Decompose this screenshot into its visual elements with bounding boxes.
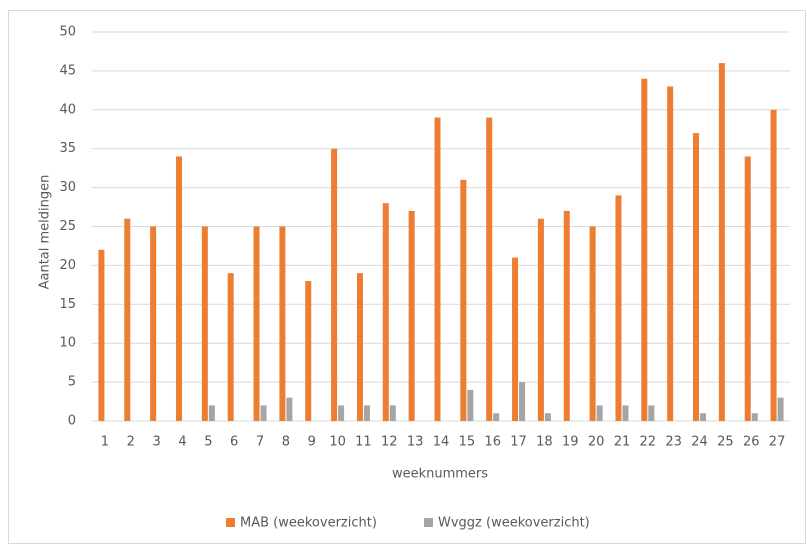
x-tick-label: 19 [562,435,579,450]
legend-swatch [226,518,235,527]
x-tick-label: 7 [256,435,264,450]
bar [331,148,338,421]
bar [150,226,157,421]
bar [519,382,526,421]
x-tick-label: 15 [459,435,476,450]
bar [622,405,629,421]
y-tick-label: 25 [59,219,76,234]
x-tick-label: 21 [614,435,631,450]
y-tick-label: 35 [59,141,76,156]
bar [693,133,700,421]
bar [486,117,493,421]
x-tick-label: 6 [230,435,238,450]
x-tick-label: 13 [407,435,424,450]
bar [389,405,396,421]
bar [589,226,596,421]
bar [305,280,312,421]
x-tick-label: 18 [536,435,553,450]
y-tick-label: 5 [68,375,76,390]
bar [718,63,725,422]
legend-label: MAB (weekoverzicht) [240,516,377,531]
bar [227,273,234,421]
x-tick-label: 14 [433,435,450,450]
bar [175,156,182,422]
bar [615,195,622,421]
bar [124,218,131,421]
y-tick-label: 0 [68,414,76,429]
bar [700,413,707,421]
bar [667,86,674,422]
y-tick-label: 45 [59,63,76,78]
x-tick-label: 22 [640,435,657,450]
x-tick-label: 16 [484,435,501,450]
bar [279,226,286,421]
bar [537,218,544,421]
y-tick-label: 15 [59,297,76,312]
bar [744,156,751,422]
bar [648,405,655,421]
bar [208,405,215,421]
bar [544,413,551,421]
x-tick-label: 3 [152,435,160,450]
x-tick-label: 17 [510,435,527,450]
x-axis-title: weeknummers [392,467,488,482]
bar [563,210,570,421]
bar [770,109,777,422]
bar [253,226,260,421]
x-tick-label: 10 [329,435,346,450]
x-tick-label: 24 [691,435,708,450]
bar [641,78,648,422]
x-tick-label: 26 [743,435,760,450]
bar [363,405,370,421]
bar [201,226,208,421]
bar [408,210,415,421]
bar [777,397,784,421]
x-tick-label: 23 [665,435,682,450]
y-tick-label: 50 [59,25,76,40]
x-tick-label: 1 [101,435,109,450]
y-tick-label: 30 [59,180,76,195]
x-tick-label: 11 [355,435,372,450]
bar [286,397,293,421]
x-tick-label: 2 [127,435,135,450]
bar [434,117,441,421]
x-tick-label: 12 [381,435,398,450]
bar [382,203,389,421]
y-axis-title: Aantal meldingen [38,175,53,290]
x-tick-label: 8 [282,435,290,450]
y-tick-label: 40 [59,102,76,117]
x-tick-label: 27 [769,435,786,450]
x-tick-label: 9 [308,435,316,450]
legend-swatch [424,518,433,527]
x-tick-label: 5 [204,435,212,450]
bar [467,389,474,421]
bar [356,273,363,421]
x-tick-label: 20 [588,435,605,450]
y-tick-label: 10 [59,336,76,351]
bar [460,179,467,421]
bar [338,405,345,421]
bar [512,257,519,421]
bar [596,405,603,421]
x-tick-label: 25 [717,435,734,450]
x-tick-label: 4 [178,435,186,450]
bar [493,413,500,421]
y-tick-label: 20 [59,258,76,273]
legend-label: Wvggz (weekoverzicht) [438,516,590,531]
bar [98,249,105,421]
bar [751,413,758,421]
bar [260,405,267,421]
